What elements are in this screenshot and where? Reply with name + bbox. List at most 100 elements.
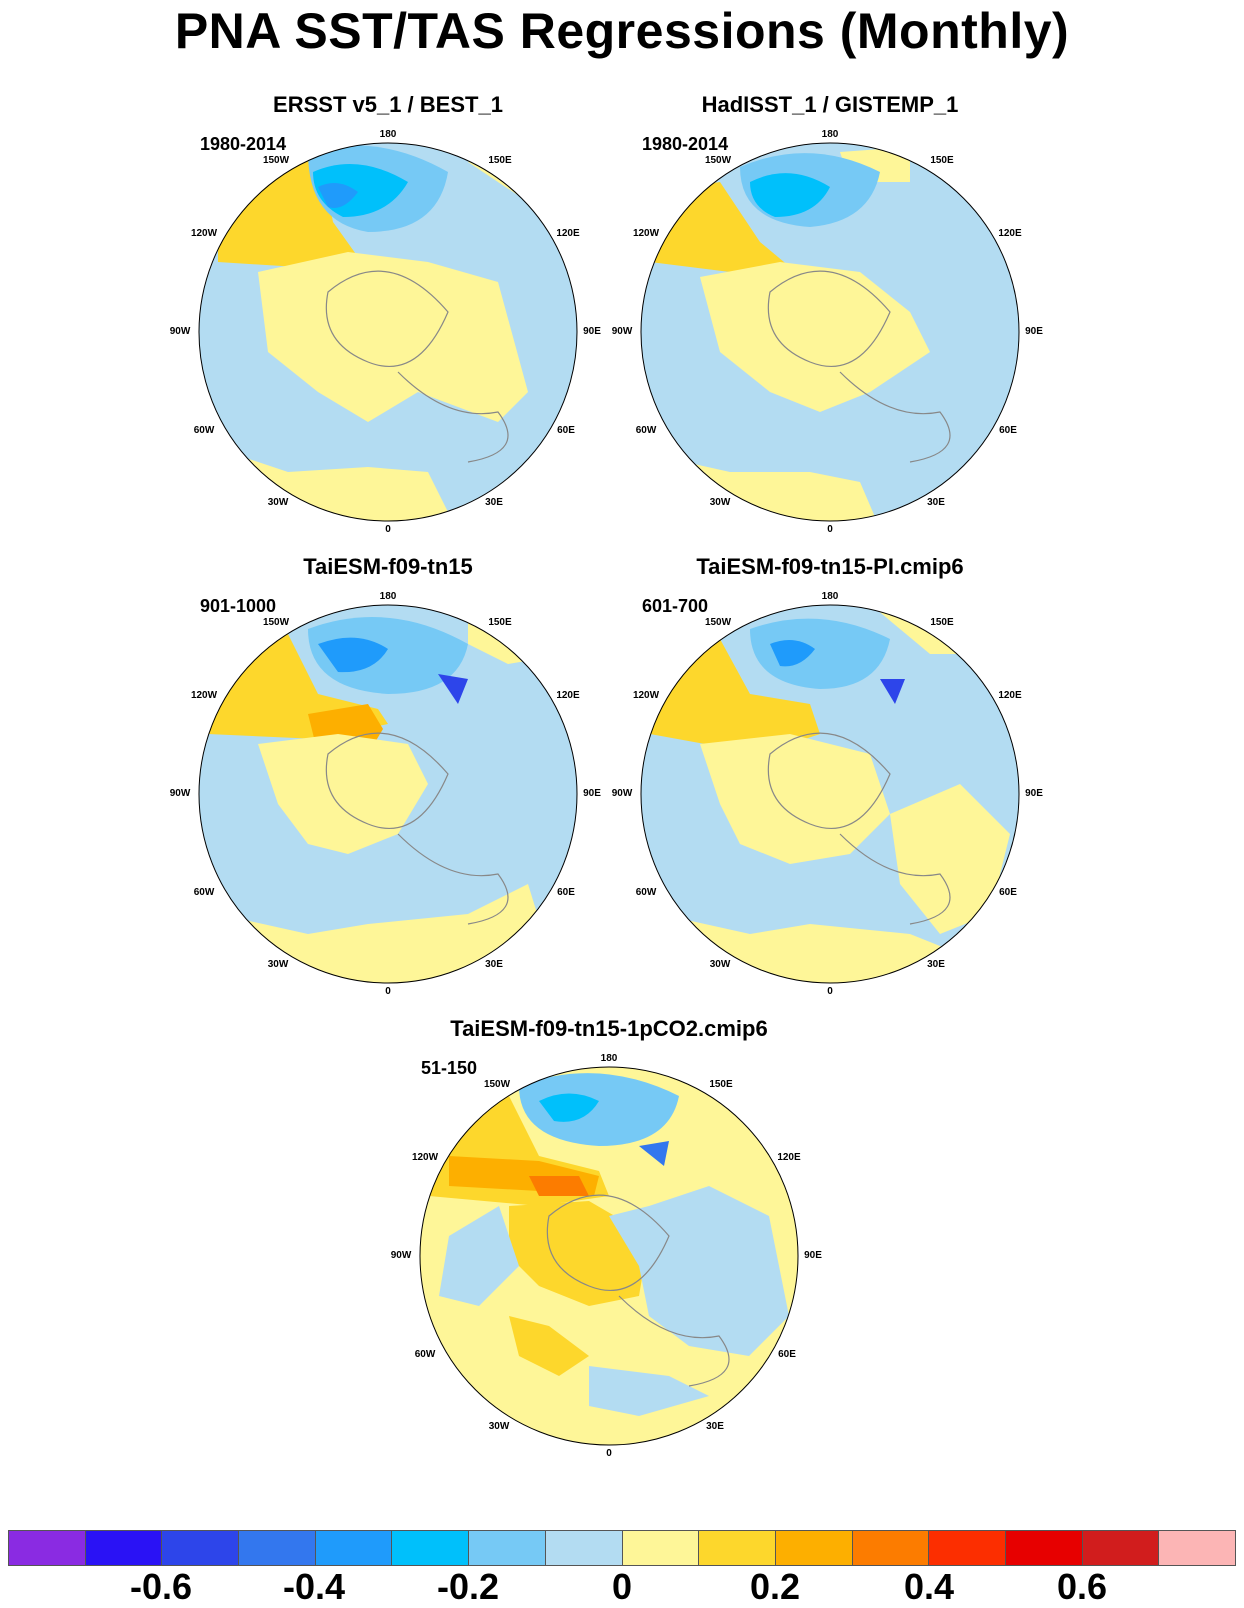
lon-label: 180 — [380, 591, 397, 602]
panel-title: TaiESM-f09-tn15-1pCO2.cmip6 — [450, 1016, 768, 1041]
panel-title: TaiESM-f09-tn15 — [303, 554, 473, 579]
lon-label: 120W — [633, 228, 660, 239]
lon-label: 90W — [170, 788, 191, 799]
lon-label: 60W — [415, 1349, 436, 1360]
lon-label: 0 — [827, 524, 833, 535]
lon-label: 0 — [385, 524, 391, 535]
lon-label: 60W — [194, 887, 215, 898]
colorbar-tick-label: -0.6 — [129, 1566, 193, 1607]
panel-title: ERSST v5_1 / BEST_1 — [273, 92, 503, 117]
lon-label: 120E — [998, 690, 1022, 701]
colorbar-tick-label: 0.4 — [903, 1566, 955, 1607]
map-panel-ersst-best: ERSST v5_1 / BEST_1 1980-2014 180 150E 1… — [168, 92, 608, 542]
lon-label: 150E — [488, 155, 512, 166]
colorbar-swatch — [1082, 1531, 1160, 1565]
lon-label: 90W — [170, 326, 191, 337]
lon-label: 120W — [191, 228, 218, 239]
lon-label: 150W — [484, 1079, 511, 1090]
lon-label: 60W — [194, 425, 215, 436]
lon-label: 30E — [927, 959, 945, 970]
map-panel-hadisst-gistemp: HadISST_1 / GISTEMP_1 1980-2014 180 150E… — [610, 92, 1050, 542]
lon-label: 120E — [556, 690, 580, 701]
lon-label: 120W — [191, 690, 218, 701]
lon-label: 30E — [485, 497, 503, 508]
colorbar-tick-label: -0.4 — [282, 1566, 346, 1607]
colorbar-swatch — [545, 1531, 623, 1565]
lon-label: 150W — [705, 155, 732, 166]
lon-label: 120E — [556, 228, 580, 239]
colorbar-swatch — [622, 1531, 700, 1565]
colorbar-tick-label: 0.2 — [749, 1566, 801, 1607]
map-panel-taiesm: TaiESM-f09-tn15 901-1000 180 150E 120E 9… — [168, 554, 608, 1004]
polar-map: 180 150E 120E 90E 60E 30E 0 30W 60W 90W … — [612, 591, 1044, 997]
colorbar-tick-label: 0 — [611, 1566, 633, 1607]
map-panel-taiesm-1pco2: TaiESM-f09-tn15-1pCO2.cmip6 51-150 180 1… — [389, 1016, 829, 1466]
lon-label: 180 — [601, 1053, 618, 1064]
lon-label: 60E — [557, 887, 575, 898]
lon-label: 90W — [391, 1250, 412, 1261]
lon-label: 180 — [822, 129, 839, 140]
lon-label: 150E — [930, 617, 954, 628]
panel-period: 51-150 — [421, 1058, 478, 1078]
colorbar-swatch — [392, 1531, 470, 1565]
lon-label: 30W — [489, 1421, 510, 1432]
lon-label: 30E — [927, 497, 945, 508]
lon-label: 30E — [706, 1421, 724, 1432]
map-panel-taiesm-pi: TaiESM-f09-tn15-PI.cmip6 601-700 180 150… — [610, 554, 1050, 1004]
panel-period: 901-1000 — [200, 596, 277, 616]
lon-label: 90E — [1025, 788, 1043, 799]
lon-label: 120E — [777, 1152, 801, 1163]
colorbar-swatch — [775, 1531, 853, 1565]
lon-label: 30W — [268, 959, 289, 970]
lon-label: 0 — [606, 1448, 612, 1459]
figure-title: PNA SST/TAS Regressions (Monthly) — [174, 3, 1070, 59]
lon-label: 150E — [488, 617, 512, 628]
lon-label: 120E — [998, 228, 1022, 239]
lon-label: 0 — [827, 986, 833, 997]
colorbar-swatch — [315, 1531, 393, 1565]
polar-map: 180 150E 120E 90E 60E 30E 0 30W 60W 90W … — [170, 591, 602, 997]
colorbar-swatch — [9, 1531, 86, 1565]
colorbar-swatch — [85, 1531, 163, 1565]
lon-label: 0 — [385, 986, 391, 997]
colorbar-swatch — [852, 1531, 930, 1565]
polar-map: 180 150E 120E 90E 60E 30E 0 30W 60W 90W … — [612, 129, 1044, 535]
lon-label: 90E — [583, 788, 601, 799]
panel-period: 1980-2014 — [642, 134, 729, 154]
colorbar-tick-label: 0.6 — [1056, 1566, 1108, 1607]
lon-label: 60E — [778, 1349, 796, 1360]
lon-label: 150W — [263, 155, 290, 166]
colorbar-swatch — [162, 1531, 240, 1565]
lon-label: 120W — [412, 1152, 439, 1163]
lon-label: 150W — [263, 617, 290, 628]
lon-label: 180 — [380, 129, 397, 140]
colorbar-swatch — [1005, 1531, 1083, 1565]
colorbar-swatch — [929, 1531, 1006, 1565]
lon-label: 150E — [709, 1079, 733, 1090]
colorbar-swatch — [699, 1531, 776, 1565]
panel-title: TaiESM-f09-tn15-PI.cmip6 — [696, 554, 964, 579]
lon-label: 150W — [705, 617, 732, 628]
lon-label: 30E — [485, 959, 503, 970]
colorbar-tick-label: -0.2 — [436, 1566, 500, 1607]
panel-title: HadISST_1 / GISTEMP_1 — [701, 92, 959, 117]
polar-map: 180 150E 120E 90E 60E 30E 0 30W 60W 90W … — [391, 1053, 823, 1459]
polar-map: 180 150E 120E 90E 60E 30E 0 30W 60W 90W … — [170, 129, 602, 535]
lon-label: 90E — [1025, 326, 1043, 337]
panel-period: 601-700 — [642, 596, 709, 616]
lon-label: 60E — [557, 425, 575, 436]
lon-label: 60E — [999, 887, 1017, 898]
colorbar — [8, 1530, 1236, 1566]
lon-label: 90W — [612, 788, 633, 799]
lon-label: 180 — [822, 591, 839, 602]
lon-label: 90E — [804, 1250, 822, 1261]
colorbar-swatch — [239, 1531, 316, 1565]
lon-label: 60W — [636, 887, 657, 898]
colorbar-swatch — [469, 1531, 546, 1565]
lon-label: 30W — [710, 959, 731, 970]
colorbar-swatch — [1159, 1531, 1235, 1565]
lon-label: 60E — [999, 425, 1017, 436]
lon-label: 120W — [633, 690, 660, 701]
lon-label: 90W — [612, 326, 633, 337]
panel-period: 1980-2014 — [200, 134, 287, 154]
